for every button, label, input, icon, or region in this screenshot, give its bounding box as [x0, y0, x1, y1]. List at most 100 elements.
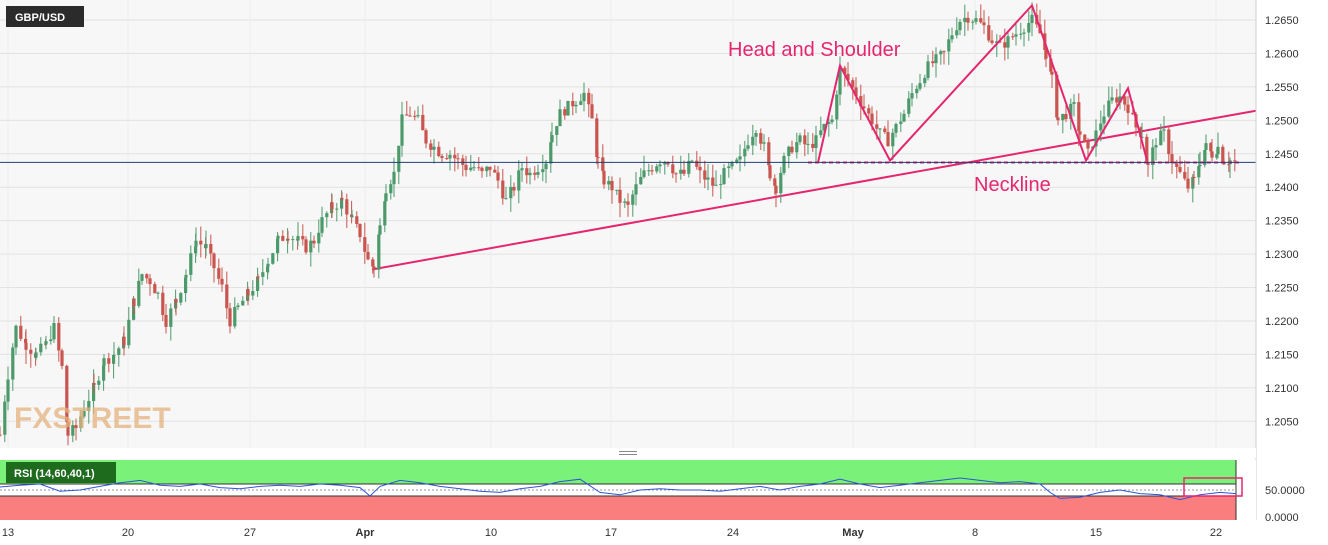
candle-bullish: [727, 162, 731, 178]
annotations: Head and Shoulder Neckline: [728, 39, 1051, 196]
candle-bullish: [798, 132, 802, 145]
candle-bearish: [931, 50, 935, 68]
candle-bullish: [276, 234, 280, 245]
candle-bullish: [1110, 86, 1114, 104]
time-axis: [0, 520, 1256, 545]
y-tick-label: 1.2300: [1265, 249, 1299, 261]
candle-bearish: [174, 297, 178, 316]
candle-bearish: [1210, 138, 1214, 162]
candle-bullish: [634, 171, 638, 206]
candle-bullish: [971, 19, 975, 30]
candle-bullish: [256, 267, 260, 297]
candle-bullish: [400, 101, 404, 157]
symbol-badge: [6, 6, 84, 27]
candle-bearish: [453, 147, 457, 172]
candle-bearish: [301, 224, 305, 246]
candle-bullish: [112, 342, 116, 365]
candle-bullish: [955, 17, 959, 39]
candle-bullish: [34, 348, 38, 361]
candle-bullish: [350, 209, 354, 219]
candle-bullish: [102, 354, 106, 380]
candle-bearish: [107, 352, 111, 373]
candle-bullish: [907, 91, 911, 118]
y-tick-label: 1.2200: [1265, 316, 1299, 328]
candle-bearish: [363, 222, 367, 264]
candle-bearish: [759, 128, 763, 150]
x-tick-label: 20: [122, 527, 134, 539]
candle-bearish: [246, 286, 250, 306]
candle-bearish: [153, 281, 157, 294]
y-tick-label: 1.2550: [1265, 82, 1299, 94]
candle-bullish: [934, 47, 938, 78]
rsi-y-tick-label: 0.0000: [1265, 512, 1299, 524]
candle-bearish: [695, 151, 699, 170]
candle-bullish: [894, 122, 898, 138]
candle-bearish: [1123, 95, 1127, 111]
candle-bullish: [719, 174, 723, 200]
watermark-logo: FXSTREET: [14, 402, 171, 435]
candle-bearish: [987, 16, 991, 43]
candle-bearish: [854, 77, 858, 104]
candle-bearish: [456, 153, 460, 170]
candle-bearish: [92, 373, 96, 394]
candle-bullish: [574, 101, 578, 114]
candle-bullish: [1204, 134, 1208, 161]
candle-bearish: [512, 182, 516, 197]
candlestick-series: [0, 2, 1237, 446]
candle-bearish: [596, 148, 600, 169]
candle-bearish: [1083, 134, 1087, 143]
candle-bullish: [687, 153, 691, 178]
candle-bearish: [601, 144, 605, 175]
candle-bearish: [859, 84, 863, 121]
candle-bearish: [281, 230, 285, 242]
candle-bearish: [682, 160, 686, 176]
pane-divider[interactable]: [0, 448, 1256, 458]
y-tick-label: 1.2650: [1265, 15, 1299, 27]
candle-bullish: [14, 324, 18, 355]
candle-bullish: [1197, 153, 1201, 185]
candle-bearish: [966, 11, 970, 31]
candle-bullish: [631, 190, 635, 217]
candle-bullish: [291, 235, 295, 251]
candle-bearish: [768, 163, 772, 182]
candle-bearish: [1221, 144, 1225, 165]
candle-bearish: [161, 285, 165, 322]
candle-bearish: [371, 257, 375, 274]
candle-bullish: [835, 90, 839, 129]
candle-bullish: [189, 245, 193, 282]
candle-bullish: [194, 227, 198, 257]
y-tick-label: 1.2150: [1265, 349, 1299, 361]
candle-bullish: [1027, 10, 1031, 41]
candle-bearish: [811, 133, 815, 152]
candle-bearish: [217, 258, 221, 285]
candle-bullish: [384, 184, 388, 203]
candle-bullish: [320, 206, 324, 237]
pane-resize-handle-icon[interactable]: [619, 451, 637, 455]
candle-bullish: [558, 99, 562, 127]
candle-bullish: [902, 109, 906, 123]
candle-bearish: [767, 137, 771, 170]
candle-bullish: [6, 366, 10, 411]
candle-bearish: [408, 106, 412, 117]
candle-bullish: [910, 83, 914, 107]
candle-bullish: [1216, 132, 1220, 159]
candle-bullish: [1094, 119, 1098, 157]
annotation-label: Head and Shoulder: [728, 39, 901, 61]
candle-bearish: [488, 166, 492, 177]
x-tick-label: 27: [244, 527, 256, 539]
candle-bullish: [528, 167, 532, 185]
candle-bullish: [779, 166, 783, 203]
trendline: [371, 109, 1259, 271]
candle-bullish: [233, 297, 237, 329]
candle-bearish: [122, 326, 126, 356]
candle-bearish: [340, 192, 344, 201]
candle-bullish: [140, 273, 144, 285]
candle-bullish: [1159, 123, 1163, 146]
candle-bullish: [1014, 21, 1018, 46]
candle-bullish: [754, 130, 758, 146]
candle-bullish: [751, 124, 755, 156]
candle-bearish: [304, 236, 308, 255]
candle-bullish: [663, 160, 667, 175]
candle-bullish: [448, 150, 452, 171]
